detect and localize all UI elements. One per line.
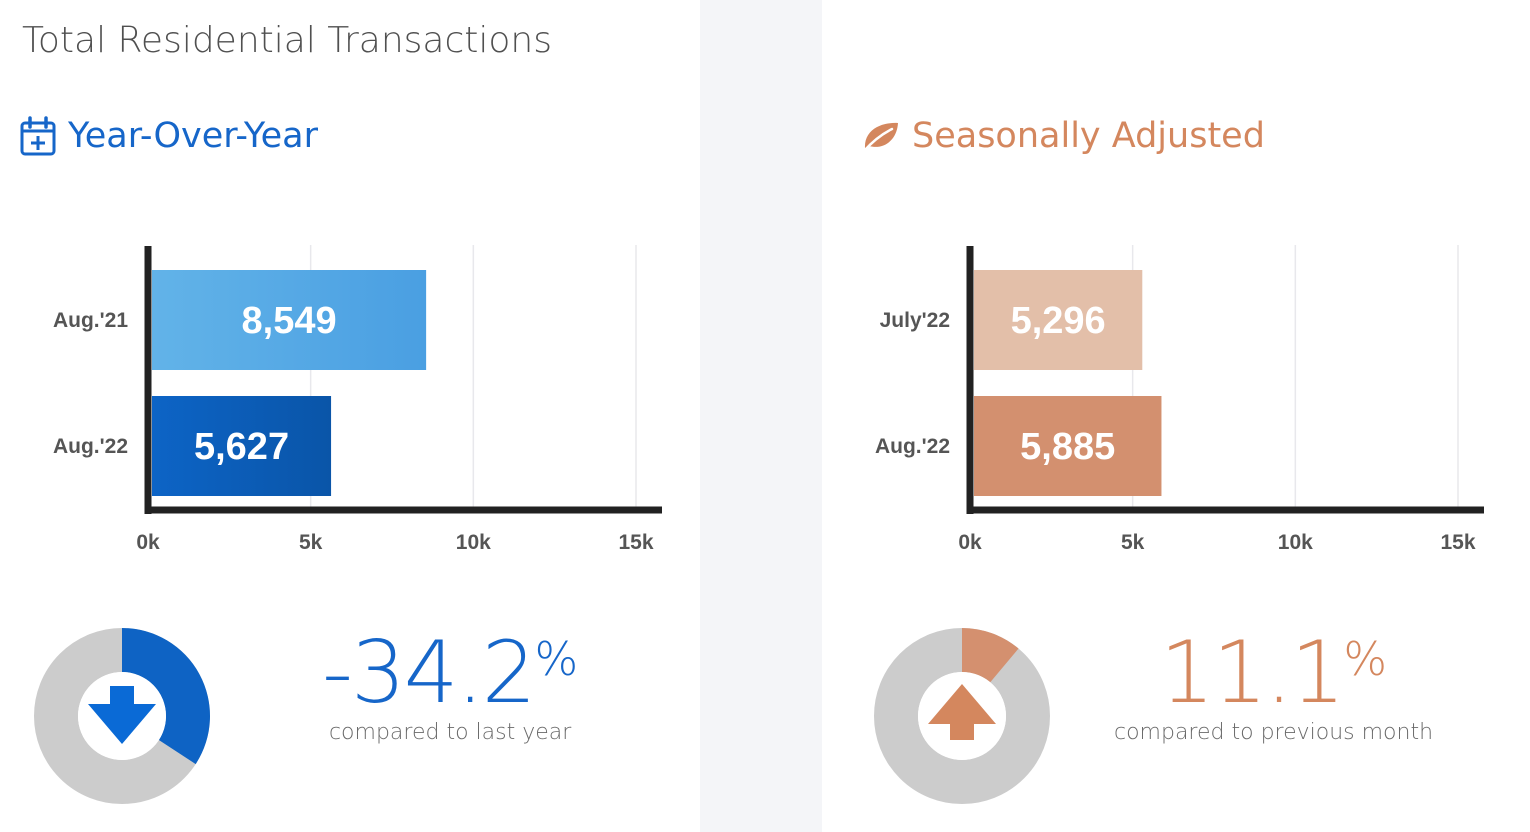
arrow-down-icon	[88, 686, 156, 744]
sa-x-tick-label: 0k	[958, 531, 982, 554]
seasonally-adjusted-change-caption: compared to previous month	[1114, 720, 1434, 745]
yoy-heading: Year-Over-Year	[20, 116, 318, 156]
sa-x-tick-label: 15k	[1440, 531, 1475, 554]
yoy-x-tick-label: 5k	[299, 531, 323, 554]
calendar-plus-icon	[20, 116, 56, 156]
yoy-bar-chart: 8,549 Aug.'21 5,627 Aug.'22 0k 5k 10k 15k	[53, 245, 662, 554]
seasonally-adjusted-heading: Seasonally Adjusted	[862, 116, 1265, 156]
sa-bar	[974, 396, 1162, 496]
yoy-x-tick-label: 15k	[618, 531, 653, 554]
yoy-bar	[152, 270, 427, 370]
sa-x-tick-label: 10k	[1278, 531, 1313, 554]
yoy-x-tick-label: 10k	[456, 531, 491, 554]
seasonally-adjusted-bar-chart: 5,296 July'22 5,885 Aug.'22 0k 5k 10k 15k	[875, 245, 1484, 554]
sa-bar-value-label: 5,296	[1011, 300, 1106, 342]
yoy-change: -34.2% compared to last year	[322, 628, 578, 745]
seasonally-adjusted-heading-label: Seasonally Adjusted	[912, 116, 1265, 156]
yoy-change-unit: %	[534, 632, 579, 686]
yoy-change-value: -34.2	[322, 623, 537, 723]
seasonally-adjusted-change: 11.1% compared to previous month	[1114, 628, 1433, 745]
yoy-bar-value-label: 8,549	[242, 300, 337, 342]
sa-bar	[974, 270, 1143, 370]
seasonally-adjusted-donut-chart	[874, 628, 1050, 804]
sa-bar-value-label: 5,885	[1020, 426, 1115, 468]
yoy-category-label: Aug.'22	[53, 435, 128, 458]
arrow-up-icon	[928, 684, 996, 740]
sa-x-tick-label: 5k	[1121, 531, 1145, 554]
yoy-change-caption: compared to last year	[328, 720, 572, 745]
seasonally-adjusted-change-value: 11.1	[1159, 623, 1345, 723]
sa-category-label: Aug.'22	[875, 435, 950, 458]
yoy-bar	[152, 396, 332, 496]
yoy-bar-value-label: 5,627	[194, 426, 289, 468]
seasonally-adjusted-change-unit: %	[1343, 632, 1388, 686]
yoy-x-tick-label: 0k	[136, 531, 160, 554]
leaf-icon	[862, 120, 900, 153]
sa-donut-slice	[962, 628, 1019, 683]
yoy-category-label: Aug.'21	[53, 309, 128, 332]
yoy-heading-label: Year-Over-Year	[68, 116, 318, 156]
yoy-donut-chart	[34, 628, 211, 804]
yoy-donut-slice	[122, 628, 211, 765]
page-title: Total Residential Transactions	[22, 20, 552, 61]
sa-category-label: July'22	[880, 309, 950, 332]
